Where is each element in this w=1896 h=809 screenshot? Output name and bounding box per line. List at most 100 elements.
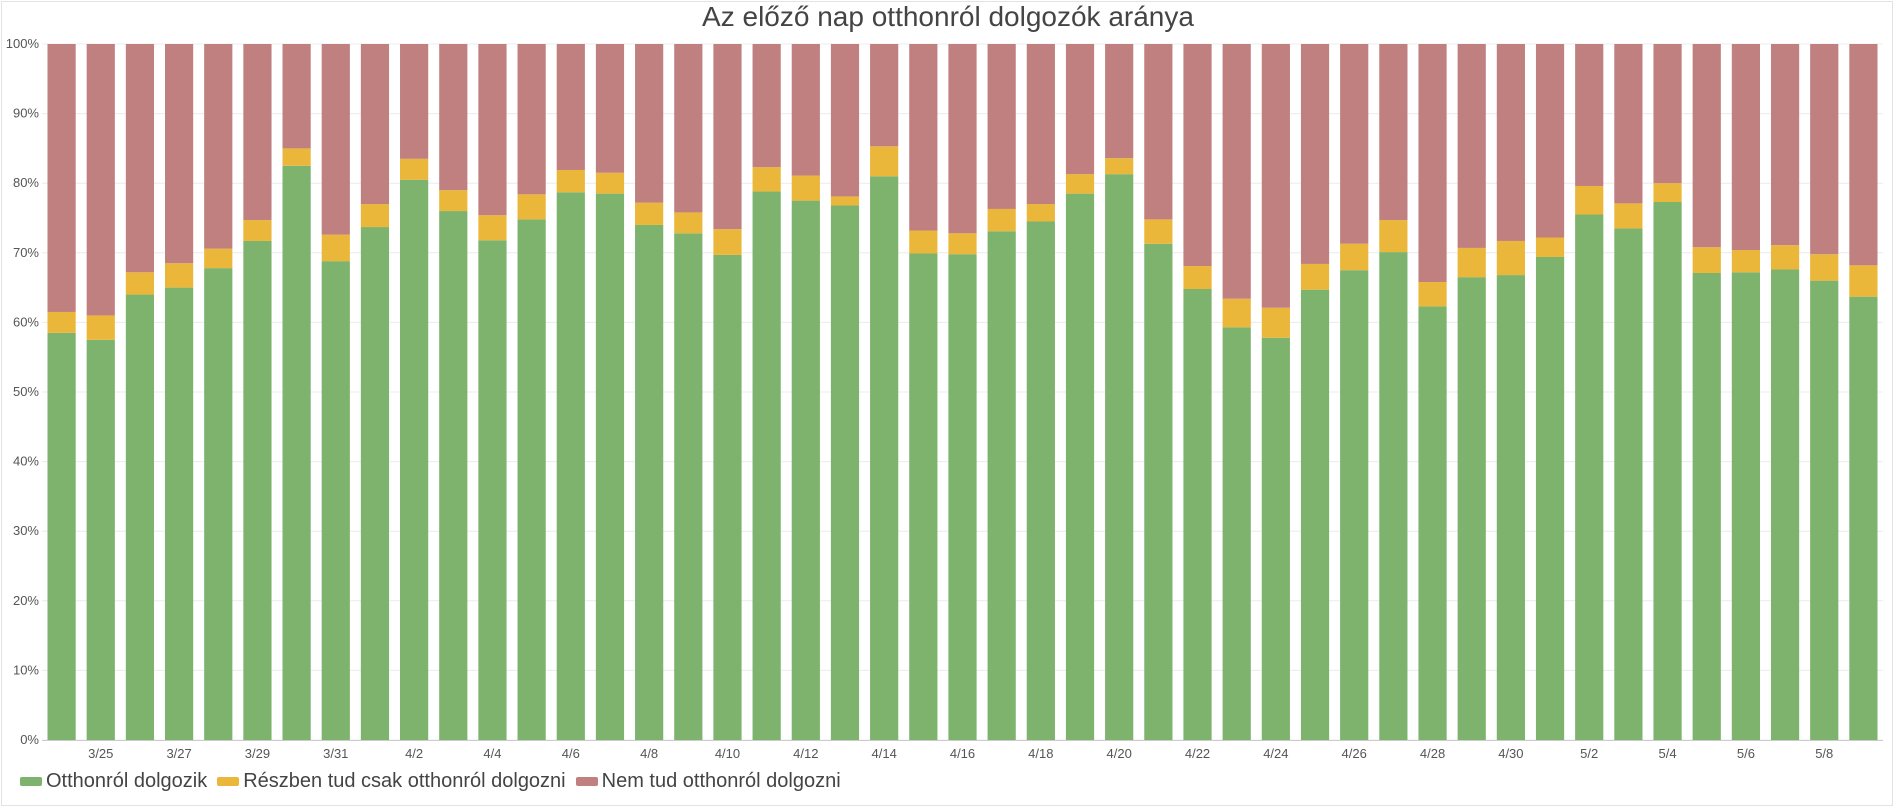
bar-segment-series-1-3-28[interactable] — [204, 268, 233, 740]
bar-segment-series-1-4-14[interactable] — [870, 176, 899, 741]
bar-segment-series-1-5-1[interactable] — [1535, 256, 1565, 740]
bar-segment-series-1-4-22[interactable] — [1183, 288, 1212, 740]
bar-segment-series-3-5-6[interactable] — [1731, 44, 1761, 251]
bar-segment-series-2-4-29[interactable] — [1457, 247, 1486, 278]
bar-segment-series-1-4-2[interactable] — [400, 179, 429, 741]
bar-segment-series-1-4-25[interactable] — [1300, 289, 1330, 740]
bar-segment-series-2-4-21[interactable] — [1144, 219, 1173, 244]
bar-segment-series-3-4-10[interactable] — [713, 44, 742, 230]
bar-segment-series-3-4-4[interactable] — [478, 44, 507, 216]
bar-segment-series-1-4-9[interactable] — [674, 233, 703, 740]
bar-segment-series-1-4-1[interactable] — [360, 227, 390, 741]
bar-segment-series-3-4-2[interactable] — [400, 44, 429, 159]
bar-segment-series-1-5-9[interactable] — [1849, 296, 1878, 740]
bar-segment-series-2-5-3[interactable] — [1614, 203, 1643, 229]
bar-segment-series-1-4-13[interactable] — [830, 205, 860, 741]
bar-segment-series-1-4-17[interactable] — [987, 231, 1016, 740]
bar-segment-series-2-4-4[interactable] — [478, 215, 507, 241]
bar-segment-series-3-4-29[interactable] — [1457, 44, 1486, 248]
bar-segment-series-3-4-28[interactable] — [1418, 44, 1447, 283]
bar-segment-series-3-4-24[interactable] — [1261, 44, 1290, 308]
bar-segment-series-2-5-4[interactable] — [1653, 183, 1682, 202]
bar-segment-series-3-4-26[interactable] — [1340, 44, 1369, 244]
bar-segment-series-1-4-24[interactable] — [1261, 337, 1290, 740]
bar-segment-series-3-4-12[interactable] — [791, 44, 820, 176]
bar-segment-series-2-5-1[interactable] — [1535, 237, 1565, 257]
bar-segment-series-1-4-5[interactable] — [517, 219, 546, 741]
bar-segment-series-3-4-18[interactable] — [1026, 44, 1055, 205]
bar-segment-series-2-4-18[interactable] — [1026, 204, 1055, 222]
bar-segment-series-2-3-25[interactable] — [86, 315, 115, 340]
bar-segment-series-2-4-25[interactable] — [1300, 263, 1330, 290]
bar-segment-series-1-4-11[interactable] — [752, 191, 781, 740]
bar-segment-series-2-3-30[interactable] — [282, 148, 311, 166]
bar-segment-series-3-4-8[interactable] — [635, 44, 664, 203]
bar-segment-series-2-4-6[interactable] — [556, 169, 585, 193]
bar-segment-series-2-5-9[interactable] — [1849, 265, 1878, 297]
bar-segment-series-3-4-23[interactable] — [1222, 44, 1251, 299]
bar-segment-series-1-3-31[interactable] — [321, 261, 350, 740]
bar-segment-series-2-3-29[interactable] — [243, 220, 272, 241]
bar-segment-series-3-3-29[interactable] — [243, 44, 272, 221]
bar-segment-series-3-4-21[interactable] — [1144, 44, 1173, 220]
bar-segment-series-2-4-11[interactable] — [752, 167, 781, 192]
bar-segment-series-3-4-16[interactable] — [948, 44, 977, 234]
bar-segment-series-2-4-12[interactable] — [791, 175, 820, 201]
legend-item-1[interactable]: Otthonról dolgozik — [20, 770, 207, 793]
bar-segment-series-2-4-9[interactable] — [674, 212, 703, 234]
bar-segment-series-1-4-20[interactable] — [1105, 174, 1134, 741]
bar-segment-series-3-5-2[interactable] — [1575, 44, 1604, 186]
bar-segment-series-3-5-3[interactable] — [1614, 44, 1643, 204]
bar-segment-series-2-3-31[interactable] — [321, 234, 350, 262]
bar-segment-series-1-4-15[interactable] — [909, 253, 938, 740]
bar-segment-series-3-4-3[interactable] — [439, 44, 468, 191]
bar-segment-series-2-4-26[interactable] — [1340, 243, 1369, 271]
bar-segment-series-3-4-13[interactable] — [830, 44, 860, 197]
bar-segment-series-3-3-28[interactable] — [204, 44, 233, 249]
bar-segment-series-3-5-4[interactable] — [1653, 44, 1682, 184]
bar-segment-series-2-3-27[interactable] — [164, 263, 194, 288]
bar-segment-series-2-4-1[interactable] — [360, 204, 390, 228]
bar-segment-series-1-4-10[interactable] — [713, 254, 742, 740]
bar-segment-series-3-4-17[interactable] — [987, 44, 1016, 209]
bar-segment-series-1-3-24[interactable] — [47, 332, 76, 740]
bar-segment-series-3-4-6[interactable] — [556, 44, 585, 170]
bar-segment-series-3-4-25[interactable] — [1300, 44, 1330, 264]
bar-segment-series-2-4-15[interactable] — [909, 230, 938, 254]
bar-segment-series-2-4-7[interactable] — [595, 172, 625, 194]
bar-segment-series-2-4-14[interactable] — [870, 146, 899, 177]
bar-segment-series-1-3-26[interactable] — [125, 294, 155, 740]
bar-segment-series-3-4-27[interactable] — [1379, 44, 1408, 221]
bar-segment-series-3-3-27[interactable] — [164, 44, 194, 264]
bar-segment-series-3-4-30[interactable] — [1496, 44, 1525, 241]
bar-segment-series-2-5-6[interactable] — [1731, 250, 1761, 273]
bar-segment-series-1-4-27[interactable] — [1379, 252, 1408, 740]
bar-segment-series-2-4-3[interactable] — [439, 190, 468, 212]
bar-segment-series-1-4-12[interactable] — [791, 200, 820, 741]
bar-segment-series-3-5-5[interactable] — [1692, 44, 1721, 248]
bar-segment-series-1-5-8[interactable] — [1810, 280, 1839, 740]
bar-segment-series-1-5-4[interactable] — [1653, 201, 1682, 740]
bar-segment-series-1-4-30[interactable] — [1496, 275, 1525, 740]
bar-segment-series-3-4-1[interactable] — [360, 44, 390, 205]
bar-segment-series-3-3-25[interactable] — [86, 44, 115, 316]
bar-segment-series-2-4-28[interactable] — [1418, 282, 1447, 307]
bar-segment-series-2-4-2[interactable] — [400, 158, 429, 180]
bar-segment-series-1-4-8[interactable] — [635, 224, 664, 740]
bar-segment-series-3-3-31[interactable] — [321, 44, 350, 235]
bar-segment-series-2-3-26[interactable] — [125, 272, 155, 295]
bar-segment-series-2-3-28[interactable] — [204, 248, 233, 269]
bar-segment-series-2-5-2[interactable] — [1575, 185, 1604, 215]
bar-segment-series-3-5-7[interactable] — [1770, 44, 1800, 246]
bar-segment-series-1-4-29[interactable] — [1457, 277, 1486, 740]
bar-segment-series-2-4-20[interactable] — [1105, 158, 1134, 175]
bar-segment-series-2-4-30[interactable] — [1496, 240, 1525, 276]
bar-segment-series-3-4-14[interactable] — [870, 44, 899, 147]
bar-segment-series-2-4-16[interactable] — [948, 233, 977, 255]
bar-segment-series-3-4-5[interactable] — [517, 44, 546, 195]
bar-segment-series-2-4-27[interactable] — [1379, 220, 1408, 253]
bar-segment-series-1-4-23[interactable] — [1222, 327, 1251, 740]
bar-segment-series-2-4-10[interactable] — [713, 229, 742, 255]
bar-segment-series-1-3-25[interactable] — [86, 339, 115, 740]
bar-segment-series-3-5-9[interactable] — [1849, 44, 1878, 266]
